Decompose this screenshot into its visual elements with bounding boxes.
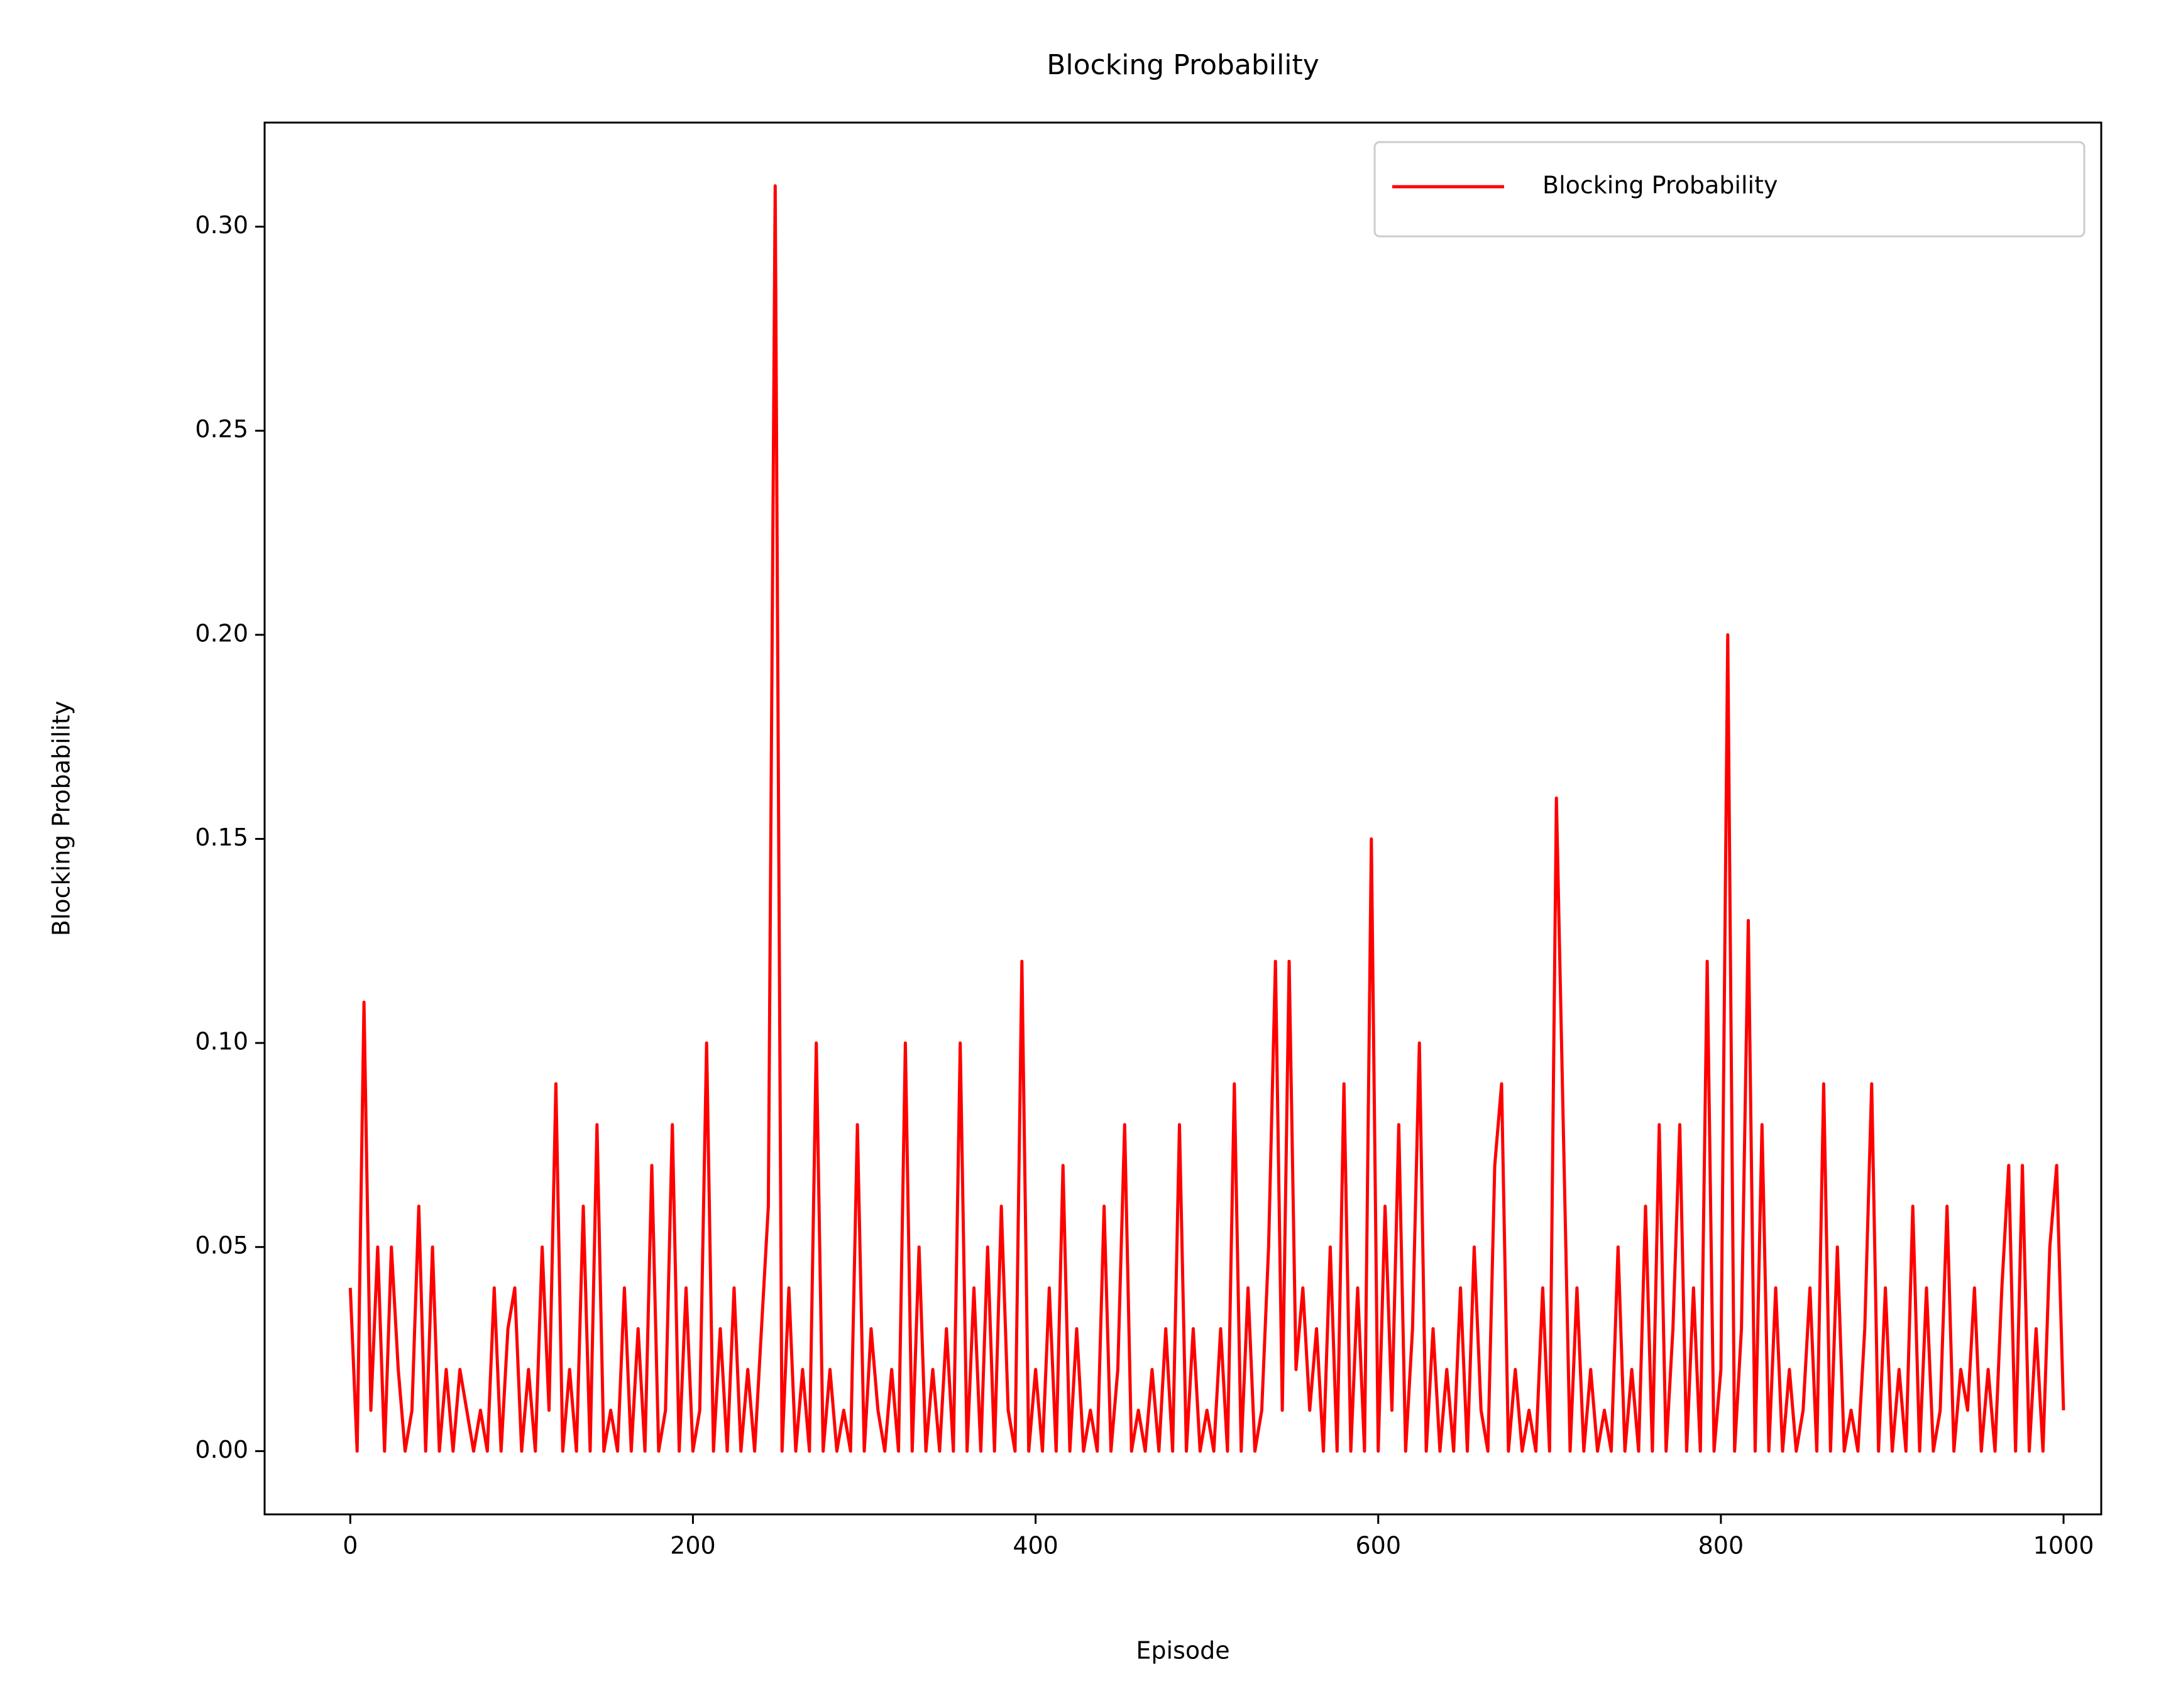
y-axis-label: Blocking Probability bbox=[48, 701, 75, 937]
plot-frame bbox=[263, 121, 2102, 1516]
y-tick-label: 0.15 bbox=[195, 824, 248, 851]
y-tick-label: 0.00 bbox=[195, 1436, 248, 1463]
y-tick-label: 0.20 bbox=[195, 619, 248, 647]
x-tick-label: 0 bbox=[343, 1532, 358, 1560]
x-tick-label: 800 bbox=[1698, 1532, 1744, 1560]
y-tick-label: 0.10 bbox=[195, 1028, 248, 1055]
data-line bbox=[348, 184, 2065, 1453]
legend-label: Blocking Probability bbox=[1542, 172, 1778, 199]
x-tick-label: 400 bbox=[1013, 1532, 1058, 1560]
legend-frame bbox=[1373, 141, 2086, 238]
y-tick-label: 0.05 bbox=[195, 1231, 248, 1259]
x-axis-label: Episode bbox=[1136, 1637, 1229, 1665]
y-tick-label: 0.25 bbox=[195, 416, 248, 443]
x-tick-label: 1000 bbox=[2033, 1532, 2094, 1560]
x-tick-label: 200 bbox=[670, 1532, 716, 1560]
chart-title: Blocking Probability bbox=[1047, 49, 1319, 81]
x-tick-label: 600 bbox=[1355, 1532, 1401, 1560]
y-tick-label: 0.30 bbox=[195, 211, 248, 239]
